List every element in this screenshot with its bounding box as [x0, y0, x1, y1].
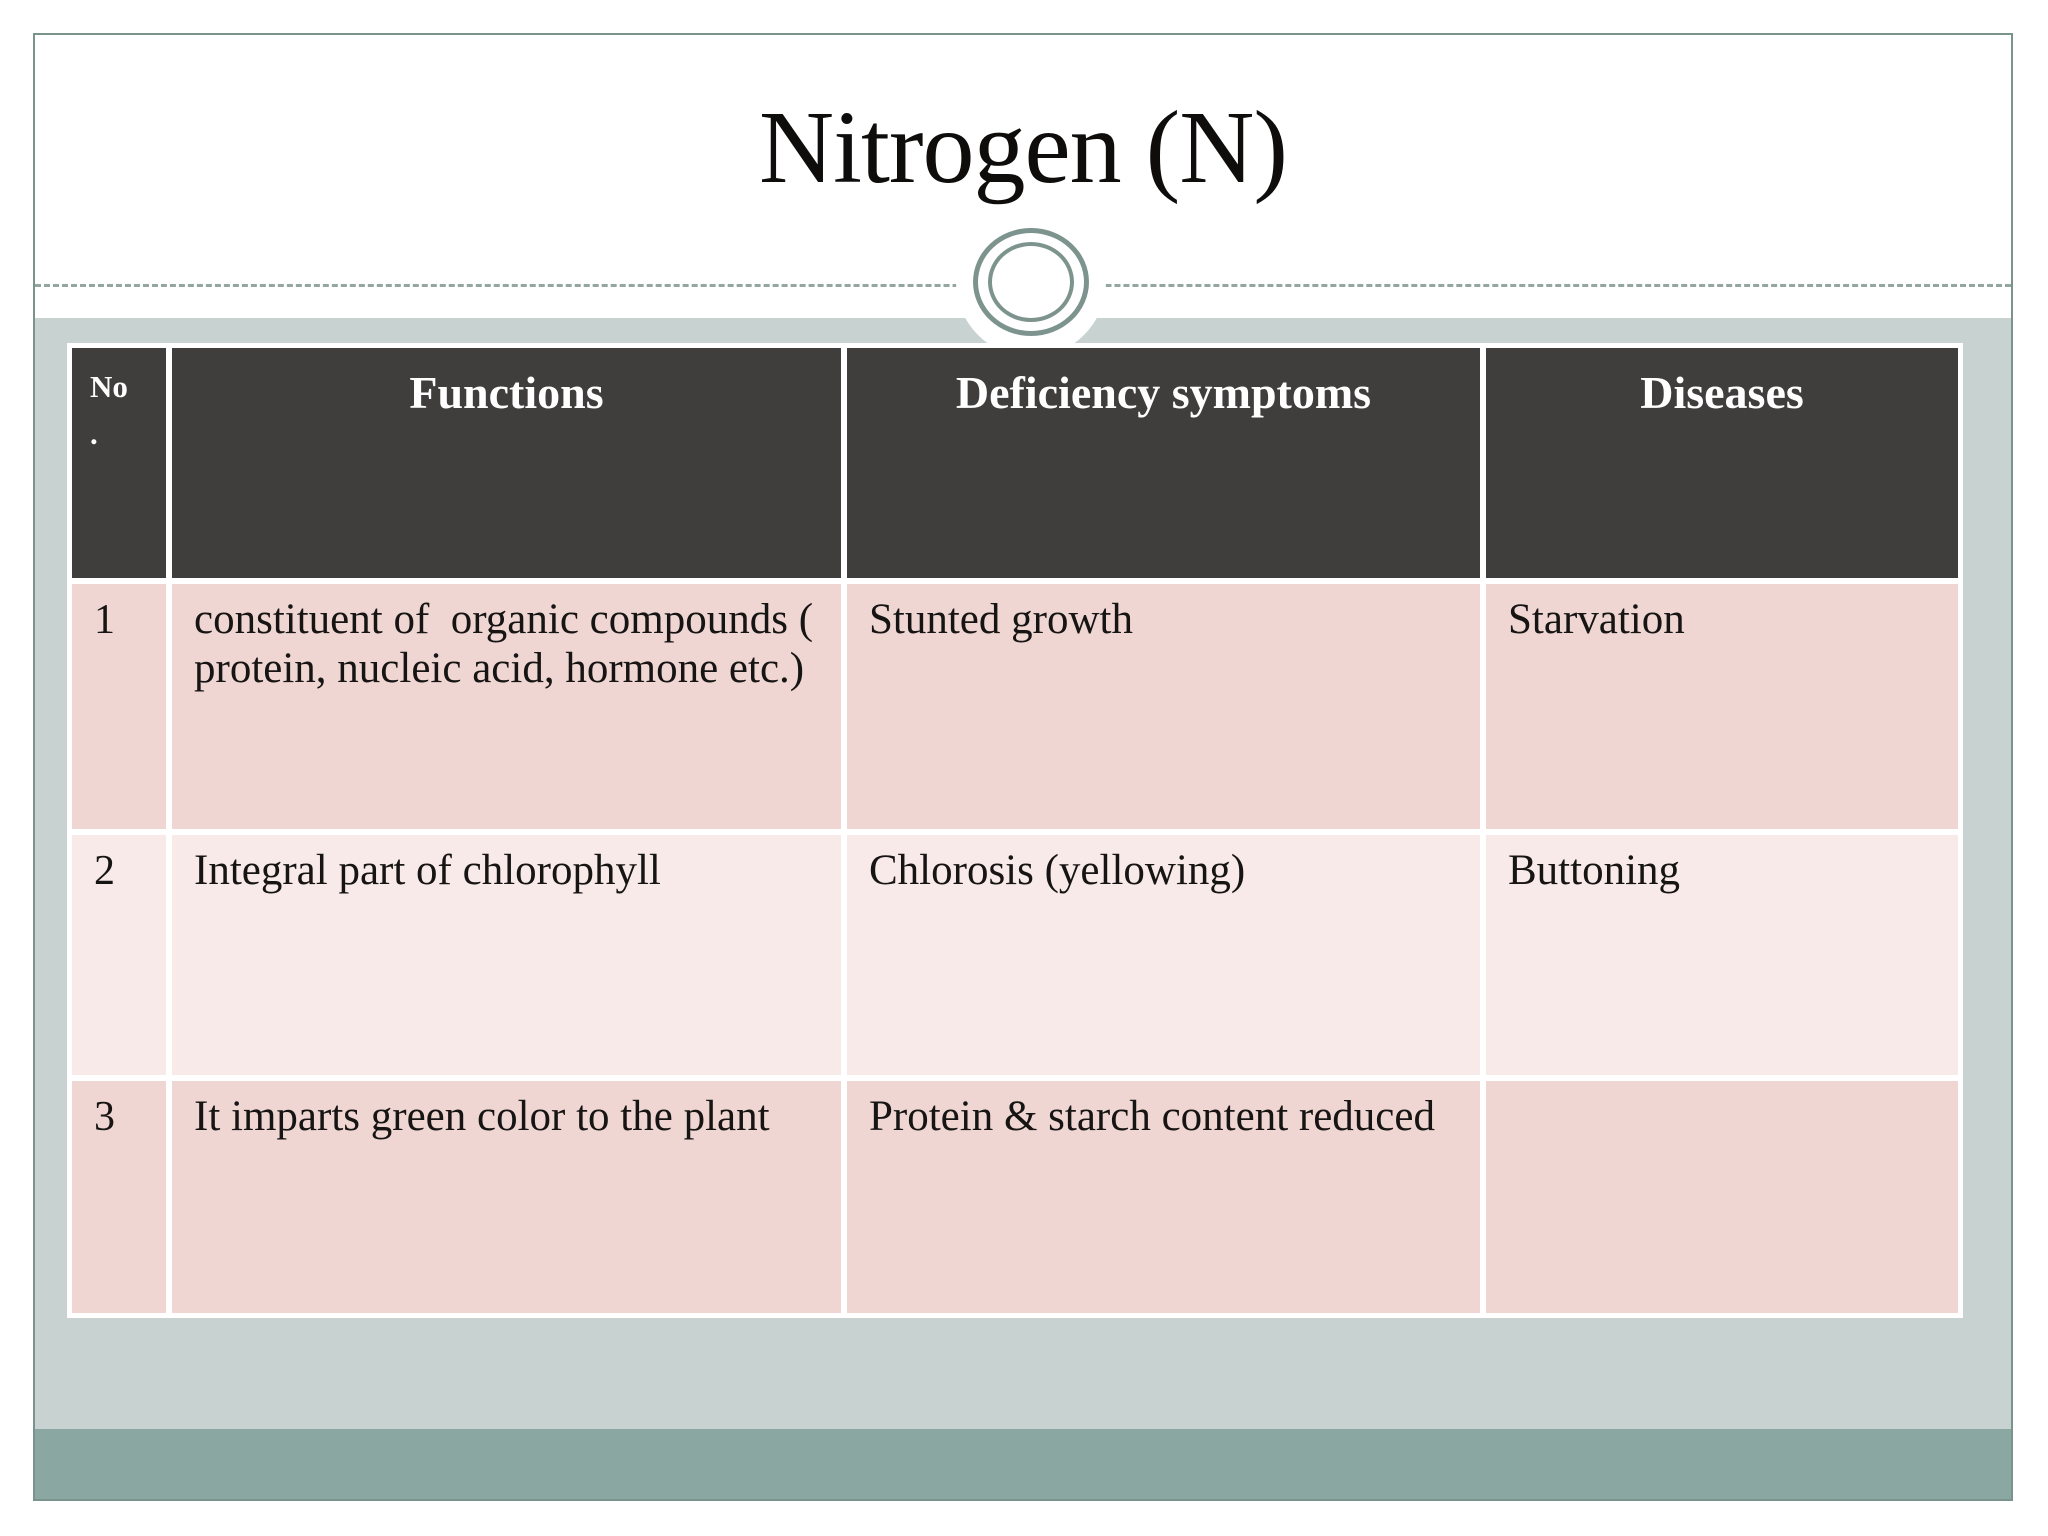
column-header-functions: Functions — [172, 348, 841, 578]
table-row-2-symptom: Chlorosis (yellowing) — [847, 835, 1480, 1075]
table-row-1-disease: Starvation — [1486, 584, 1958, 829]
nutrient-table: No . Functions Deficiency symptoms Disea… — [67, 343, 1963, 1318]
table-row-3-function: It imparts green color to the plant — [172, 1081, 841, 1313]
slide: Nitrogen (N) No . Functions Deficiency s… — [33, 33, 2013, 1501]
circle-ornament-icon — [956, 207, 1106, 357]
table-row-3-disease — [1486, 1081, 1958, 1313]
table-row-2-no: 2 — [72, 835, 166, 1075]
table-row-1-symptom: Stunted growth — [847, 584, 1480, 829]
circle-outer-ring — [973, 228, 1089, 336]
column-header-no: No . — [72, 348, 166, 578]
bottom-accent-band — [35, 1429, 2011, 1499]
column-header-diseases: Diseases — [1486, 348, 1958, 578]
slide-title: Nitrogen (N) — [758, 90, 1288, 205]
table-row-3-no: 3 — [72, 1081, 166, 1313]
table-row-2-disease: Buttoning — [1486, 835, 1958, 1075]
table-row-3-symptom: Protein & starch content reduced — [847, 1081, 1480, 1313]
column-header-symptoms: Deficiency symptoms — [847, 348, 1480, 578]
table-row-1-no: 1 — [72, 584, 166, 829]
table-row-2-function: Integral part of chlorophyll — [172, 835, 841, 1075]
table-row-1-function: constituent of organic compounds ( prote… — [172, 584, 841, 829]
circle-inner-ring — [988, 242, 1074, 322]
